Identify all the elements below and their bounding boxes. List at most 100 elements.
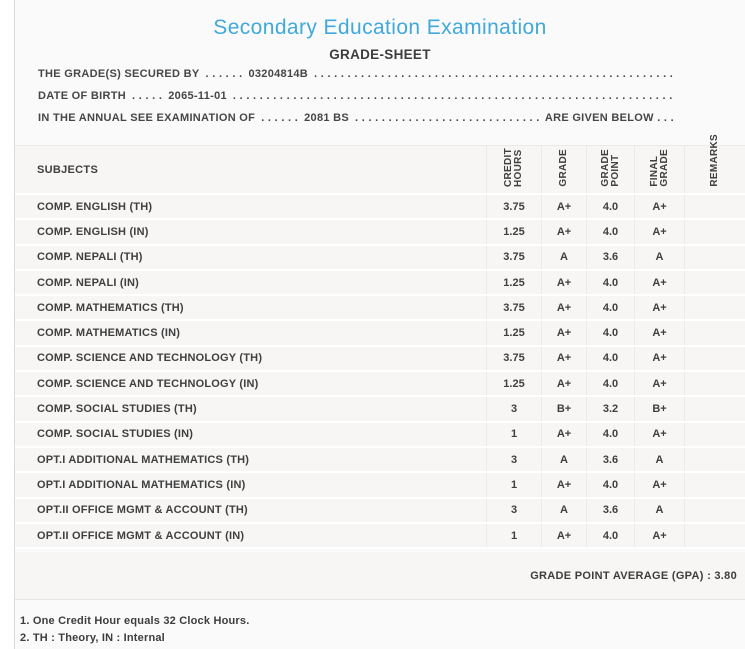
subjects-header-label: SUBJECTS xyxy=(37,163,99,176)
gpa-value-label: GRADE POINT AVERAGE (GPA) : 3.80 xyxy=(530,569,737,582)
remarks-cell xyxy=(684,220,745,244)
date-of-birth-value: 2065-11-01 xyxy=(168,90,227,102)
subject-cell: COMP. ENGLISH (IN) xyxy=(37,225,149,238)
table-row: OPT.II OFFICE MGMT & ACCOUNT (IN) 1 A+ 4… xyxy=(15,523,745,550)
credit-hours-cell: 3.75 xyxy=(486,195,541,219)
subject-cell: OPT.I ADDITIONAL MATHEMATICS (IN) xyxy=(37,478,246,491)
remarks-cell xyxy=(684,473,745,497)
final-grade-cell: A+ xyxy=(634,372,684,396)
remarks-cell xyxy=(684,195,745,219)
col-header-grade: GRADE xyxy=(541,146,586,193)
final-grade-cell: A+ xyxy=(634,220,684,244)
subject-cell: COMP. MATHEMATICS (IN) xyxy=(37,327,181,340)
grade-point-cell: 4.0 xyxy=(586,321,634,345)
grade-point-cell: 4.0 xyxy=(586,473,634,497)
dotted-leader: . . . . . . . . . . . . . . . . . . . . … xyxy=(355,112,539,124)
table-row: COMP. MATHEMATICS (IN) 1.25 A+ 4.0 A+ xyxy=(15,321,745,347)
info-line-date-of-birth: DATE OF BIRTH . . . . . 2065-11-01 . . .… xyxy=(38,90,674,112)
info-trailing-label: ARE GIVEN BELOW . . . xyxy=(544,112,674,124)
grade-cell: A+ xyxy=(541,195,586,219)
subject-cell: COMP. ENGLISH (TH) xyxy=(37,200,153,213)
final-grade-cell: A+ xyxy=(634,523,684,548)
dotted-leader: . . . . . . . . . . . . . . . . . . . . … xyxy=(232,90,674,102)
remarks-cell xyxy=(684,447,745,472)
subject-cell: COMP. SOCIAL STUDIES (TH) xyxy=(37,403,197,416)
final-grade-cell: B+ xyxy=(634,397,684,421)
subject-cell: OPT.II OFFICE MGMT & ACCOUNT (IN) xyxy=(37,529,245,542)
grade-sheet-panel: Secondary Education Examination GRADE-SH… xyxy=(14,0,745,649)
info-line-grades-secured-by: THE GRADE(S) SECURED BY . . . . . . 0320… xyxy=(38,68,674,90)
remarks-cell xyxy=(684,321,745,345)
note-abbreviations: 2. TH : Theory, IN : Internal xyxy=(20,632,165,645)
credit-hours-cell: 3.75 xyxy=(486,346,541,371)
credit-hours-cell: 1.25 xyxy=(486,372,541,396)
remarks-cell xyxy=(684,296,745,320)
table-row: COMP. MATHEMATICS (TH) 3.75 A+ 4.0 A+ xyxy=(15,296,745,322)
credit-hours-cell: 3.75 xyxy=(486,245,541,269)
credit-hours-cell: 3 xyxy=(486,397,541,421)
grade-cell: A xyxy=(541,498,586,522)
dotted-leader: . . . . . xyxy=(132,90,163,102)
grade-cell: A+ xyxy=(541,372,586,396)
remarks-cell xyxy=(684,422,745,446)
col-header-grade-point: GRADE POINT xyxy=(586,146,634,193)
symbol-number-value: 03204814B xyxy=(248,68,309,80)
credit-hours-cell: 1.25 xyxy=(486,321,541,345)
table-row: COMP. NEPALI (IN) 1.25 A+ 4.0 A+ xyxy=(15,270,745,297)
grades-table: SUBJECTS CREDIT HOURS GRADE GRADE POINT FI… xyxy=(15,134,745,550)
grade-cell: A+ xyxy=(541,321,586,345)
credit-hours-cell: 3 xyxy=(486,447,541,472)
table-row: COMP. NEPALI (TH) 3.75 A 3.6 A xyxy=(15,245,745,271)
final-grade-cell: A xyxy=(634,447,684,472)
remarks-cell xyxy=(684,523,745,548)
grade-point-cell: 4.0 xyxy=(586,270,634,295)
grade-point-cell: 4.0 xyxy=(586,296,634,320)
grade-point-cell: 4.0 xyxy=(586,422,634,446)
sheet-subtitle: GRADE-SHEET xyxy=(329,47,431,62)
final-grade-cell: A+ xyxy=(634,296,684,320)
final-grade-cell: A+ xyxy=(634,270,684,295)
remarks-cell xyxy=(684,397,745,421)
col-header-final-grade: FINAL GRADE xyxy=(634,146,684,193)
final-grade-cell: A xyxy=(634,245,684,269)
grade-point-cell: 3.2 xyxy=(586,397,634,421)
grade-point-cell: 4.0 xyxy=(586,523,634,548)
remarks-cell xyxy=(684,245,745,269)
grade-point-cell: 4.0 xyxy=(586,220,634,244)
credit-hours-cell: 1 xyxy=(486,473,541,497)
remarks-cell xyxy=(684,498,745,522)
col-header-remarks: REMARKS xyxy=(684,134,745,193)
table-header-row: SUBJECTS CREDIT HOURS GRADE GRADE POINT FI… xyxy=(15,134,745,195)
dotted-leader: . . . . . . xyxy=(261,112,299,124)
grade-cell: B+ xyxy=(541,397,586,421)
exam-year-value: 2081 BS xyxy=(304,112,350,124)
info-label: IN THE ANNUAL SEE EXAMINATION OF xyxy=(38,112,256,124)
info-label: DATE OF BIRTH xyxy=(38,90,127,102)
table-row: OPT.I ADDITIONAL MATHEMATICS (TH) 3 A 3.… xyxy=(15,447,745,474)
table-row: COMP. ENGLISH (IN) 1.25 A+ 4.0 A+ xyxy=(15,220,745,246)
subject-cell: OPT.II OFFICE MGMT & ACCOUNT (TH) xyxy=(37,504,248,517)
final-grade-cell: A+ xyxy=(634,321,684,345)
credit-hours-cell: 3.75 xyxy=(486,296,541,320)
grade-cell: A xyxy=(541,447,586,472)
page-title: Secondary Education Examination xyxy=(213,16,547,39)
dotted-leader: . . . . . . . . . . . . . . . . . . . . … xyxy=(314,68,674,80)
candidate-info: THE GRADE(S) SECURED BY . . . . . . 0320… xyxy=(38,68,674,134)
final-grade-cell: A+ xyxy=(634,473,684,497)
col-header-credit-hours: CREDIT HOURS xyxy=(486,146,541,193)
final-grade-cell: A+ xyxy=(634,195,684,219)
gpa-summary-band: GRADE POINT AVERAGE (GPA) : 3.80 xyxy=(15,552,745,600)
final-grade-cell: A+ xyxy=(634,422,684,446)
grade-cell: A+ xyxy=(541,473,586,497)
credit-hours-cell: 1.25 xyxy=(486,220,541,244)
remarks-cell xyxy=(684,372,745,396)
grade-cell: A+ xyxy=(541,523,586,548)
grade-cell: A+ xyxy=(541,220,586,244)
subject-cell: COMP. SCIENCE AND TECHNOLOGY (IN) xyxy=(37,377,259,390)
grade-cell: A+ xyxy=(541,270,586,295)
subject-cell: OPT.I ADDITIONAL MATHEMATICS (TH) xyxy=(37,453,250,466)
grade-point-cell: 4.0 xyxy=(586,195,634,219)
table-row: COMP. ENGLISH (TH) 3.75 A+ 4.0 A+ xyxy=(15,195,745,221)
credit-hours-cell: 1 xyxy=(486,422,541,446)
